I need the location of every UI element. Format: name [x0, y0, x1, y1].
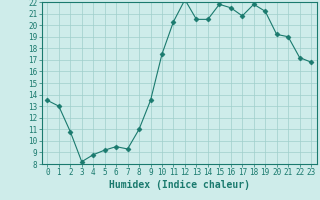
- X-axis label: Humidex (Indice chaleur): Humidex (Indice chaleur): [109, 180, 250, 190]
